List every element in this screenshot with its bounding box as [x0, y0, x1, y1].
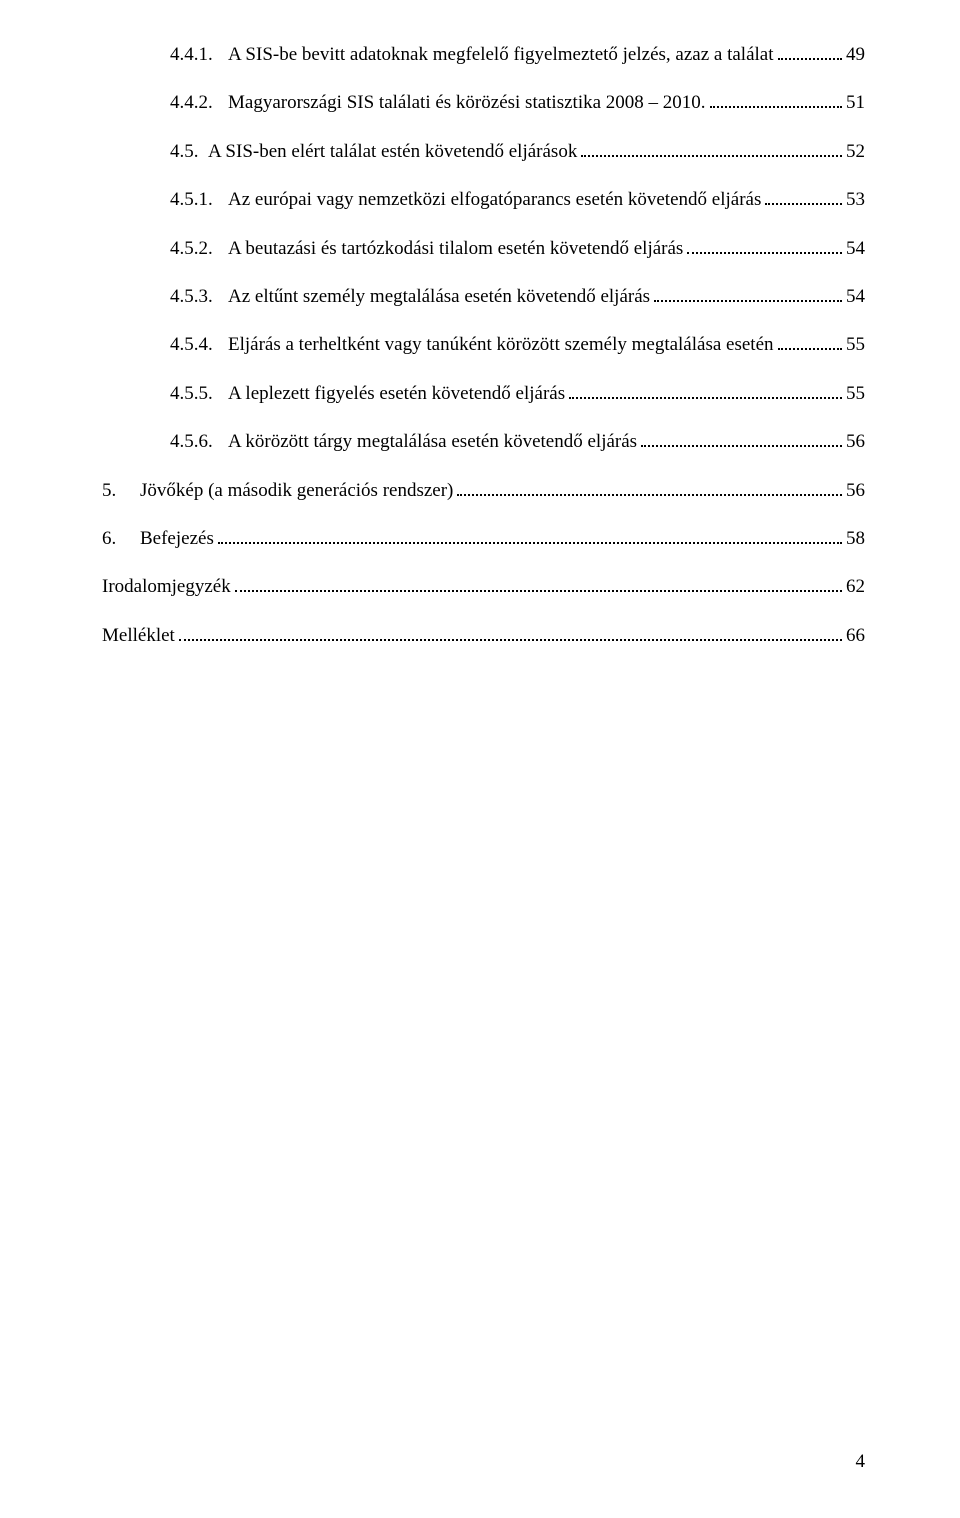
toc-entry: 4.5.5.A leplezett figyelés esetén követe… [130, 379, 865, 409]
toc-entry-number: 4.5. [170, 137, 208, 167]
toc-leader-dots [218, 542, 842, 544]
toc-entry: 4.5.4.Eljárás a terheltként vagy tanúkén… [130, 330, 865, 360]
toc-entry-number: 4.5.3. [170, 282, 228, 312]
toc-entry-title: Eljárás a terheltként vagy tanúként körö… [228, 330, 774, 360]
toc-entry-page: 53 [846, 185, 865, 215]
toc-entry-title: Az eltűnt személy megtalálása esetén köv… [228, 282, 650, 312]
toc-container: 4.4.1.A SIS-be bevitt adatoknak megfelel… [130, 40, 865, 651]
toc-entry-title: Melléklet [102, 621, 175, 651]
toc-entry-page: 62 [846, 572, 865, 602]
toc-entry-title: Jövőkép (a második generációs rendszer) [140, 476, 453, 506]
toc-leader-dots [710, 106, 842, 108]
toc-leader-dots [778, 58, 843, 60]
toc-leader-dots [687, 252, 842, 254]
toc-leader-dots [457, 494, 842, 496]
page-footer-number: 4 [856, 1451, 866, 1473]
toc-entry-page: 56 [846, 476, 865, 506]
toc-entry-number: 4.5.5. [170, 379, 228, 409]
toc-entry-number: 4.5.2. [170, 234, 228, 264]
toc-entry-page: 54 [846, 234, 865, 264]
toc-entry-page: 55 [846, 330, 865, 360]
toc-entry-title: Irodalomjegyzék [102, 572, 231, 602]
toc-leader-dots [765, 203, 842, 205]
toc-entry: 4.5.A SIS-ben elért találat estén követe… [130, 137, 865, 167]
toc-entry: Irodalomjegyzék 62 [102, 572, 865, 602]
toc-entry-page: 56 [846, 427, 865, 457]
toc-entry-title: A SIS-be bevitt adatoknak megfelelő figy… [228, 40, 774, 70]
toc-entry-title: A körözött tárgy megtalálása esetén köve… [228, 427, 637, 457]
toc-entry: Melléklet 66 [102, 621, 865, 651]
toc-entry-number: 4.5.1. [170, 185, 228, 215]
toc-entry: 4.4.2.Magyarországi SIS találati és körö… [130, 88, 865, 118]
toc-entry-page: 58 [846, 524, 865, 554]
toc-leader-dots [235, 590, 842, 592]
toc-entry-title: A beutazási és tartózkodási tilalom eset… [228, 234, 683, 264]
toc-entry-page: 66 [846, 621, 865, 651]
toc-entry-number: 4.5.6. [170, 427, 228, 457]
toc-leader-dots [778, 348, 843, 350]
toc-entry-page: 52 [846, 137, 865, 167]
toc-entry-number: 4.4.1. [170, 40, 228, 70]
toc-entry-title: Befejezés [140, 524, 214, 554]
toc-entry-title: A leplezett figyelés esetén követendő el… [228, 379, 565, 409]
toc-entry: 4.5.1.Az európai vagy nemzetközi elfogat… [130, 185, 865, 215]
toc-entry-page: 51 [846, 88, 865, 118]
toc-entry: 4.5.2.A beutazási és tartózkodási tilalo… [130, 234, 865, 264]
toc-entry: 6.Befejezés 58 [102, 524, 865, 554]
toc-leader-dots [179, 639, 842, 641]
toc-entry: 5.Jövőkép (a második generációs rendszer… [102, 476, 865, 506]
toc-entry-page: 49 [846, 40, 865, 70]
toc-entry-number: 4.4.2. [170, 88, 228, 118]
toc-entry-title: Magyarországi SIS találati és körözési s… [228, 88, 706, 118]
toc-entry: 4.4.1.A SIS-be bevitt adatoknak megfelel… [130, 40, 865, 70]
toc-entry-page: 55 [846, 379, 865, 409]
toc-entry-title: A SIS-ben elért találat estén követendő … [208, 137, 577, 167]
toc-leader-dots [581, 155, 842, 157]
toc-entry-number: 5. [102, 476, 140, 506]
toc-entry-title: Az európai vagy nemzetközi elfogatóparan… [228, 185, 761, 215]
toc-leader-dots [569, 397, 842, 399]
toc-entry-number: 6. [102, 524, 140, 554]
toc-entry: 4.5.3.Az eltűnt személy megtalálása eset… [130, 282, 865, 312]
toc-entry-number: 4.5.4. [170, 330, 228, 360]
toc-leader-dots [641, 445, 842, 447]
toc-entry: 4.5.6.A körözött tárgy megtalálása eseté… [130, 427, 865, 457]
toc-entry-page: 54 [846, 282, 865, 312]
toc-leader-dots [654, 300, 842, 302]
